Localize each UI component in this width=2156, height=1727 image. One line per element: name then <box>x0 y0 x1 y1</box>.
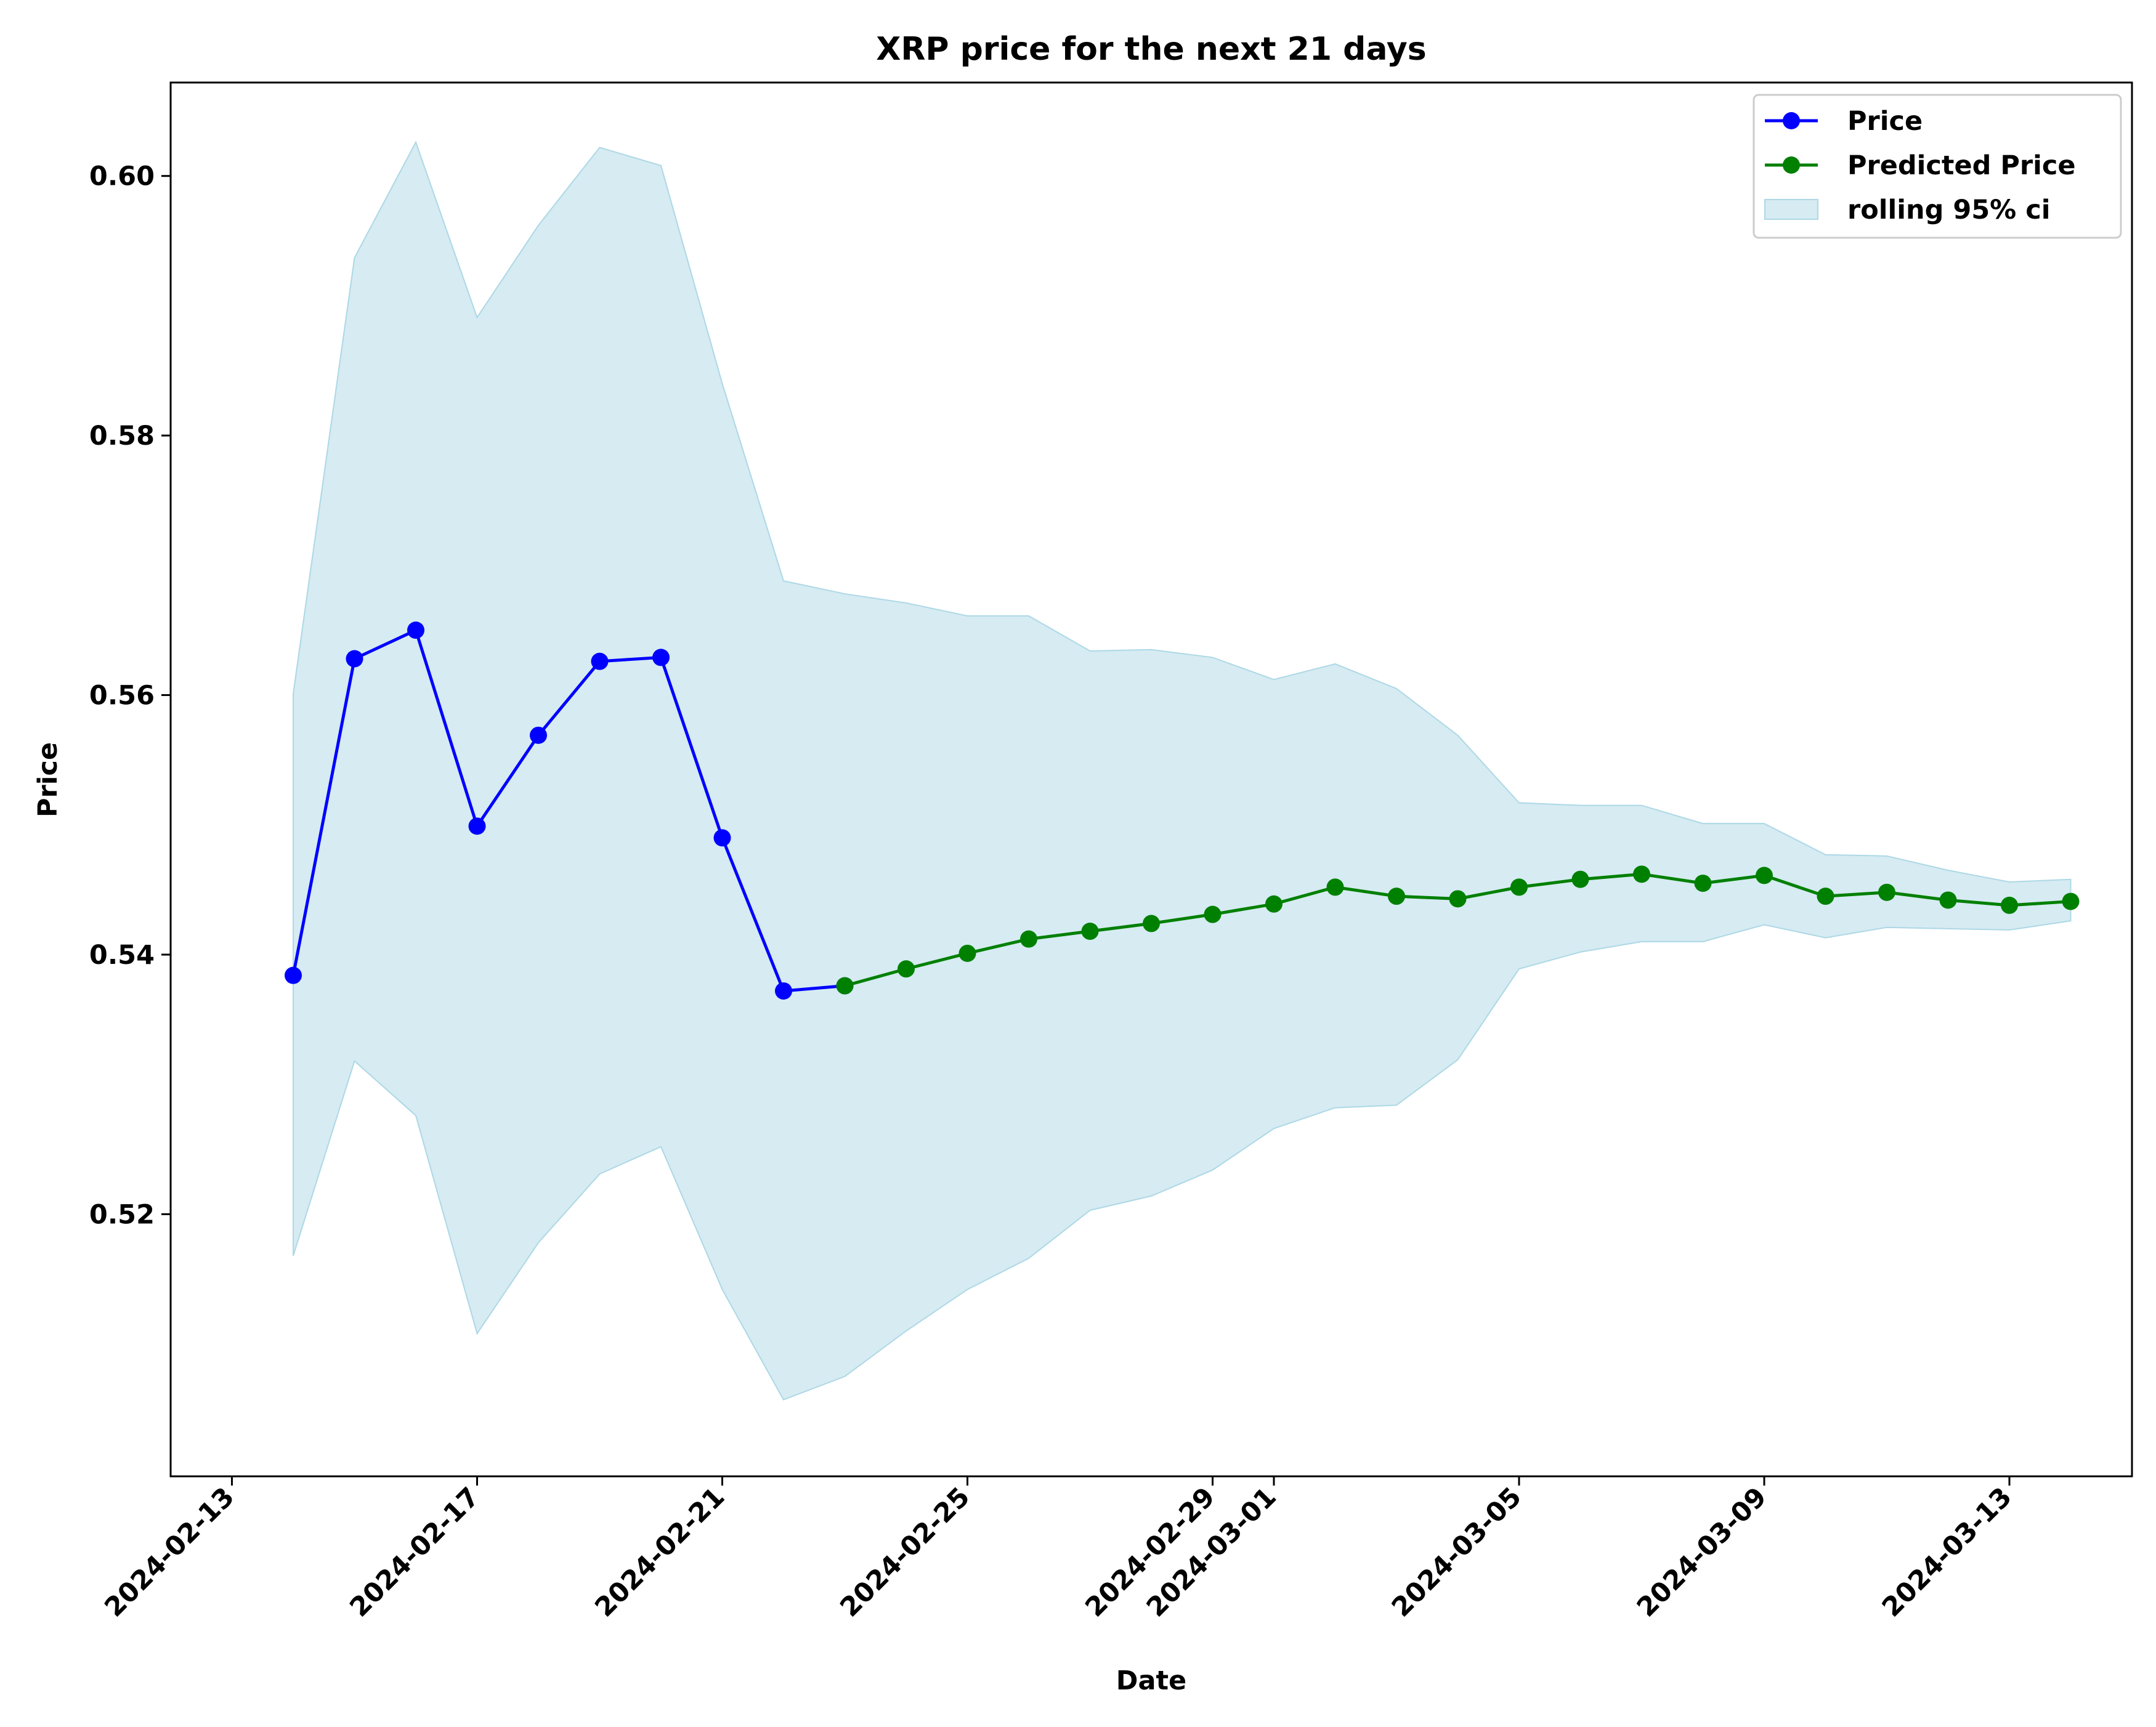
legend-ci-label: rolling 95% ci <box>1847 195 2050 225</box>
legend-predicted-price-marker <box>1783 156 1800 174</box>
price-line <box>291 628 845 993</box>
legend-box <box>1753 94 2122 239</box>
predicted-price-point <box>1204 905 1222 923</box>
predicted-price-point <box>1143 915 1160 932</box>
predicted-price-point <box>1756 867 1773 884</box>
legend-price-marker <box>1783 112 1800 129</box>
predicted-price-point <box>1265 895 1283 913</box>
predicted-price-point <box>1817 888 1834 905</box>
price-point <box>285 966 302 984</box>
y-axis-label: Price <box>33 742 63 817</box>
predicted-price-point <box>1081 923 1099 940</box>
legend-predicted-price-label: Predicted Price <box>1847 150 2075 181</box>
predicted-price-point <box>1510 878 1528 896</box>
price-point <box>530 726 547 744</box>
predicted-price-point <box>1878 883 1895 901</box>
predicted-price-point <box>1388 888 1405 905</box>
legend: Price Predicted Price rolling 95% ci <box>1753 94 2122 239</box>
predicted-price-point <box>958 944 976 962</box>
predicted-price-point <box>1571 870 1589 888</box>
y-tick-label: 0.56 <box>89 681 155 711</box>
price-point <box>407 621 424 639</box>
predicted-price-point <box>1020 930 1037 948</box>
predicted-price-point <box>1449 890 1467 908</box>
predicted-price-point <box>1694 875 1712 892</box>
legend-ci-swatch <box>1764 199 1818 220</box>
price-point <box>591 652 609 670</box>
plot-area <box>285 140 2080 1401</box>
y-tick-label: 0.54 <box>89 940 155 971</box>
predicted-price-point <box>898 960 915 978</box>
predicted-price-point <box>1939 891 1957 909</box>
predicted-price-point <box>2001 896 2018 914</box>
ci-band <box>293 140 2072 1401</box>
predicted-price-point <box>2062 892 2080 910</box>
plot-frame <box>169 81 2133 1478</box>
y-tick-label: 0.60 <box>89 161 155 192</box>
predicted-price-point <box>836 977 854 995</box>
predicted-price-point <box>1633 865 1650 883</box>
chart-title: XRP price for the next 21 days <box>876 31 1426 68</box>
price-point <box>346 650 363 668</box>
price-point <box>775 982 792 1000</box>
y-tick-label: 0.58 <box>89 421 155 451</box>
legend-price-label: Price <box>1847 106 1923 137</box>
y-tick-label: 0.52 <box>89 1199 155 1230</box>
price-point <box>713 829 731 847</box>
price-point <box>468 817 486 835</box>
x-axis-label: Date <box>1116 1665 1186 1696</box>
price-point <box>652 649 670 666</box>
predicted-price-point <box>1326 878 1344 896</box>
